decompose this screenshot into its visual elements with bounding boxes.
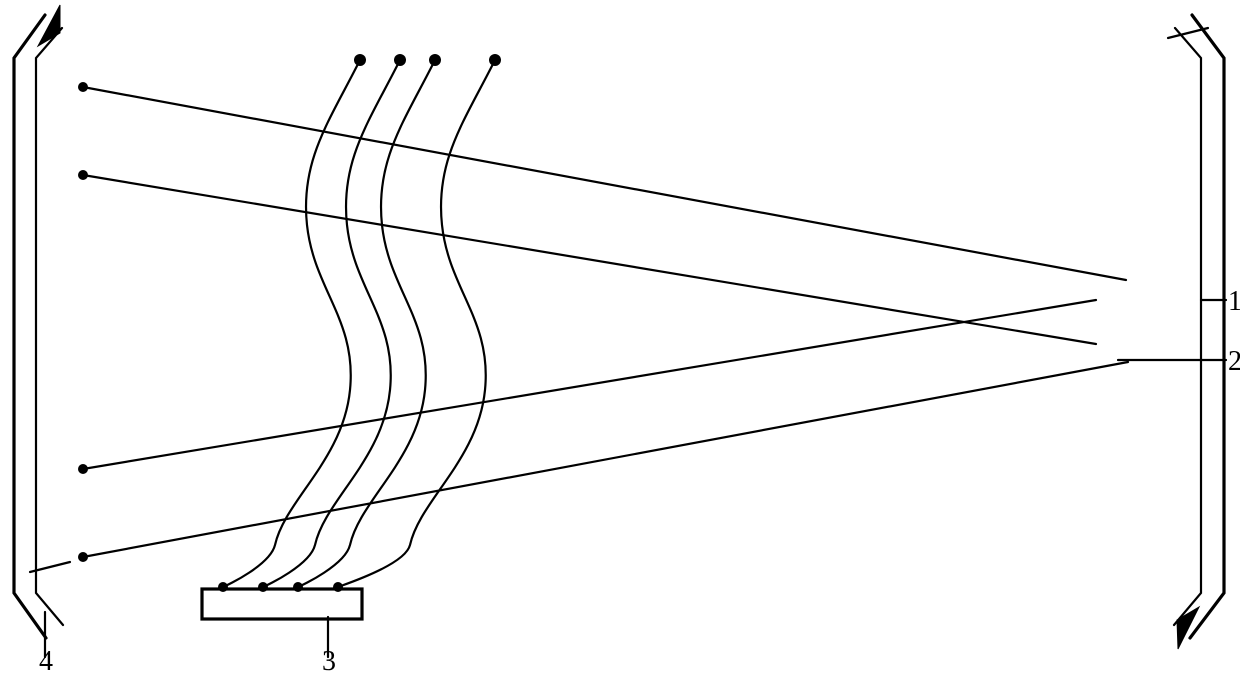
wavy-top-dot-icon: [489, 54, 501, 66]
ray-endpoint-dot-icon: [78, 552, 88, 562]
ray-endpoint-dot-icon: [78, 82, 88, 92]
wavy-top-dot-icon: [354, 54, 366, 66]
ray-endpoint-dot-icon: [78, 464, 88, 474]
wavy-top-dot-icon: [394, 54, 406, 66]
label-text: 3: [322, 646, 336, 673]
diagram-canvas: 1 2 3 4: [0, 0, 1240, 673]
ray-endpoint-dot-icon: [78, 170, 88, 180]
wavy-top-dot-icon: [429, 54, 441, 66]
label-text: 1: [1228, 286, 1240, 317]
label-text: 4: [39, 646, 53, 673]
label-text: 2: [1228, 346, 1240, 377]
